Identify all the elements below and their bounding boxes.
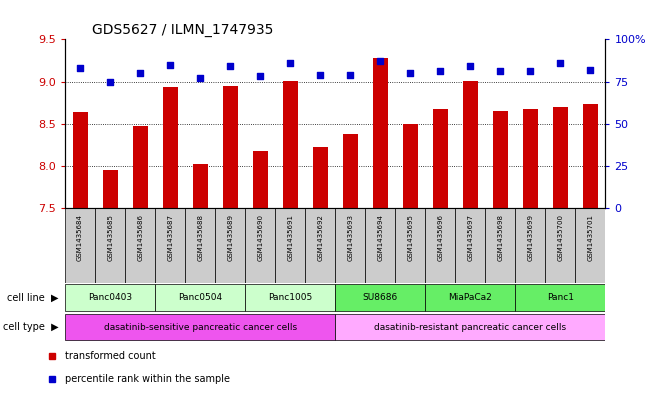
Bar	[493, 111, 508, 208]
Bar	[193, 163, 208, 208]
Point	[225, 63, 236, 70]
Bar	[455, 208, 486, 283]
Text: GSM1435686: GSM1435686	[137, 214, 143, 261]
Point	[315, 72, 326, 78]
Point	[555, 60, 566, 66]
Bar	[283, 81, 298, 208]
Text: Panc1: Panc1	[547, 293, 574, 302]
Text: Panc0403: Panc0403	[88, 293, 132, 302]
Text: dasatinib-sensitive pancreatic cancer cells: dasatinib-sensitive pancreatic cancer ce…	[104, 323, 297, 332]
Text: Panc1005: Panc1005	[268, 293, 312, 302]
Bar	[305, 208, 335, 283]
Bar	[516, 285, 605, 311]
Bar	[523, 108, 538, 208]
Point	[435, 68, 445, 75]
Bar	[253, 151, 268, 208]
Point	[255, 73, 266, 80]
Text: GSM1435700: GSM1435700	[557, 214, 563, 261]
Bar	[335, 285, 425, 311]
Text: dasatinib-resistant pancreatic cancer cells: dasatinib-resistant pancreatic cancer ce…	[374, 323, 566, 332]
Text: cell type  ▶: cell type ▶	[3, 322, 59, 332]
Text: transformed count: transformed count	[65, 351, 156, 361]
Bar	[103, 170, 118, 208]
Text: GSM1435693: GSM1435693	[347, 214, 353, 261]
Bar	[133, 126, 148, 208]
Text: SU8686: SU8686	[363, 293, 398, 302]
Point	[495, 68, 506, 75]
Point	[195, 75, 206, 81]
Text: GSM1435692: GSM1435692	[317, 214, 324, 261]
Text: GSM1435695: GSM1435695	[408, 214, 413, 261]
Bar	[65, 208, 95, 283]
Point	[375, 58, 385, 64]
Bar	[185, 208, 215, 283]
Bar	[425, 208, 455, 283]
Point	[585, 66, 596, 73]
Bar	[275, 208, 305, 283]
Text: MiaPaCa2: MiaPaCa2	[449, 293, 492, 302]
Point	[75, 65, 85, 71]
Text: GSM1435685: GSM1435685	[107, 214, 113, 261]
Bar	[433, 108, 448, 208]
Bar	[373, 58, 388, 208]
Bar	[215, 208, 245, 283]
Text: GDS5627 / ILMN_1747935: GDS5627 / ILMN_1747935	[92, 23, 273, 37]
Bar	[335, 208, 365, 283]
Bar	[463, 81, 478, 208]
Bar	[335, 314, 605, 340]
Text: percentile rank within the sample: percentile rank within the sample	[65, 374, 230, 384]
Bar	[163, 88, 178, 208]
Text: GSM1435696: GSM1435696	[437, 214, 443, 261]
Point	[345, 72, 355, 78]
Bar	[425, 285, 516, 311]
Text: GSM1435689: GSM1435689	[227, 214, 233, 261]
Bar	[553, 107, 568, 208]
Bar	[486, 208, 516, 283]
Bar	[223, 86, 238, 208]
Bar	[155, 285, 245, 311]
Point	[135, 70, 145, 76]
Bar	[65, 285, 155, 311]
Bar	[403, 124, 418, 208]
Bar	[245, 208, 275, 283]
Bar	[65, 314, 335, 340]
Point	[405, 70, 415, 76]
Text: GSM1435688: GSM1435688	[197, 214, 203, 261]
Text: Panc0504: Panc0504	[178, 293, 222, 302]
Bar	[73, 112, 88, 208]
Point	[465, 63, 475, 70]
Bar	[546, 208, 575, 283]
Text: GSM1435694: GSM1435694	[378, 214, 383, 261]
Text: GSM1435701: GSM1435701	[587, 214, 594, 261]
Point	[525, 68, 536, 75]
Point	[285, 60, 296, 66]
Text: GSM1435699: GSM1435699	[527, 214, 533, 261]
Bar	[395, 208, 425, 283]
Text: GSM1435697: GSM1435697	[467, 214, 473, 261]
Bar	[125, 208, 155, 283]
Text: cell line  ▶: cell line ▶	[7, 293, 59, 303]
Bar	[312, 147, 327, 208]
Text: GSM1435684: GSM1435684	[77, 214, 83, 261]
Point	[105, 78, 115, 84]
Bar	[343, 134, 358, 208]
Bar	[365, 208, 395, 283]
Bar	[95, 208, 125, 283]
Bar	[155, 208, 185, 283]
Bar	[583, 103, 598, 208]
Bar	[575, 208, 605, 283]
Text: GSM1435690: GSM1435690	[257, 214, 263, 261]
Text: GSM1435687: GSM1435687	[167, 214, 173, 261]
Bar	[245, 285, 335, 311]
Text: GSM1435698: GSM1435698	[497, 214, 503, 261]
Text: GSM1435691: GSM1435691	[287, 214, 293, 261]
Point	[165, 61, 175, 68]
Bar	[516, 208, 546, 283]
